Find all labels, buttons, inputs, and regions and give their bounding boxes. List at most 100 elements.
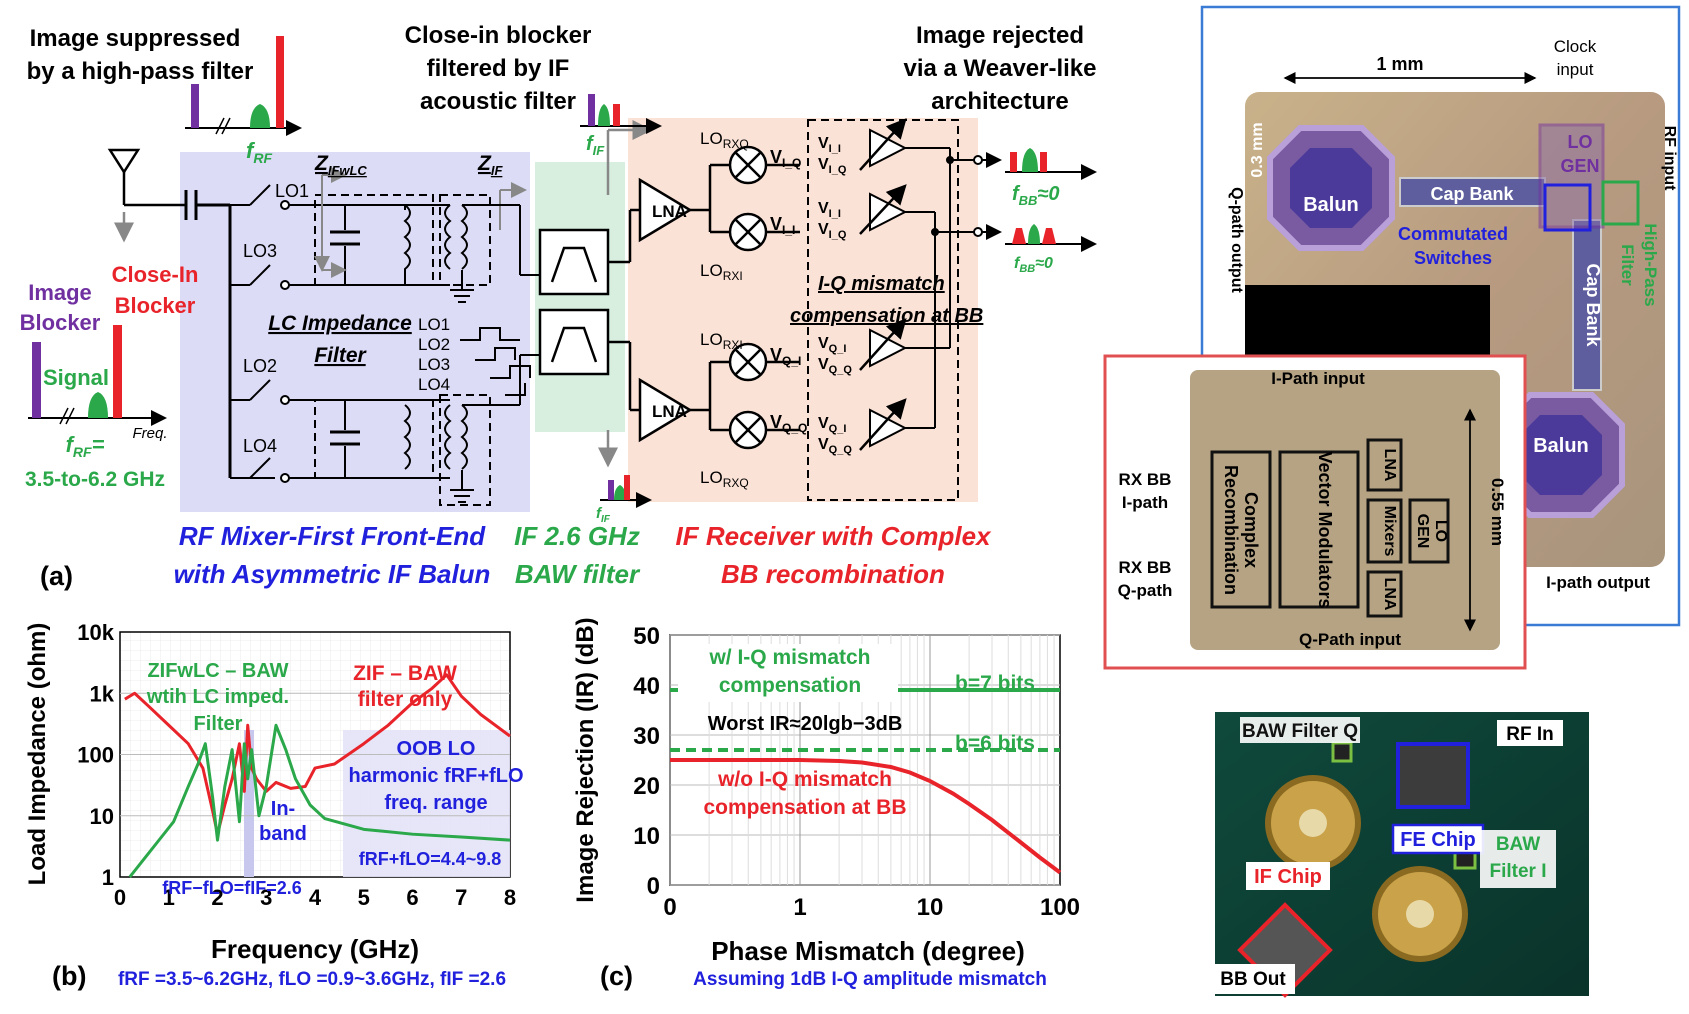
lo-stack-1: LO1 xyxy=(418,315,450,334)
lo4-label: LO4 xyxy=(243,436,277,456)
inband-region xyxy=(244,730,254,877)
z-ifwlc-label: ZIFwLC xyxy=(314,152,367,178)
frf-eq: fRF= xyxy=(66,432,105,460)
chart-c-ytick: 50 xyxy=(633,623,660,650)
balun-top-label: Balun xyxy=(1303,194,1359,216)
frf-range: 3.5-to-6.2 GHz xyxy=(25,468,165,491)
vm-amps xyxy=(859,118,908,451)
v-qi-label: VQ_I xyxy=(770,345,801,368)
chart-b-ytick: 100 xyxy=(77,743,114,768)
zifwlc-curve-label-3: Filter xyxy=(194,713,243,735)
switch-bank xyxy=(230,184,300,483)
lo3-label: LO3 xyxy=(243,241,277,261)
rx-bb-q-1: RX BB xyxy=(1119,558,1172,577)
dim-1mm: 1 mm xyxy=(1376,54,1423,74)
lc-tank-bottom xyxy=(300,399,450,479)
chart-b-ytick: 1 xyxy=(102,865,114,890)
hpf-box xyxy=(1601,180,1640,226)
annot-image-suppressed-2: by a high-pass filter xyxy=(27,58,254,85)
fe-chip-marker xyxy=(1396,742,1470,809)
worst-ir-label: Worst IR≈20lgb−3dB xyxy=(708,713,903,735)
lo-gen-label-1: LO xyxy=(1568,132,1593,152)
panel-b-label: (b) xyxy=(52,961,86,991)
oob-range: fRF+fLO=4.4~9.8 xyxy=(359,849,502,869)
fbb-label-q: fBB≈0 xyxy=(1014,255,1053,275)
lo-rxi-bottom: LORXI xyxy=(700,330,743,352)
without-comp-label-1: w/o I-Q mismatch xyxy=(717,768,892,791)
rf-frontend-region xyxy=(180,152,530,512)
chart-b-ytick: 10k xyxy=(77,620,114,645)
rf-in-label: RF In xyxy=(1506,724,1554,745)
inband-label-1: In- xyxy=(271,798,295,820)
chart-c-ytick: 10 xyxy=(633,823,660,850)
baw-q-label: BAW Filter Q xyxy=(1242,721,1358,742)
with-comp-label-1: w/ I-Q mismatch xyxy=(708,646,870,669)
chart-b-xtick: 3 xyxy=(260,885,272,910)
lo-stack-4: LO4 xyxy=(418,375,450,394)
lc-filter-label-2: Filter xyxy=(314,344,367,367)
lo-gen-box xyxy=(1538,123,1605,229)
i-path-output-label: I-path output xyxy=(1546,573,1650,592)
spectrum-if: fIF xyxy=(580,94,662,158)
annot-image-rejected-1: Image rejected xyxy=(916,22,1084,49)
v-qq-label: VQ_Q xyxy=(770,412,807,435)
with-comp-bg xyxy=(678,644,898,702)
close-in-blocker-label-1: Close-In xyxy=(112,262,199,287)
bb-out-label: BB Out xyxy=(1220,969,1286,990)
iq-comp-label-2: compensation at BB xyxy=(790,305,983,327)
rx-bb-i-1: RX BB xyxy=(1119,470,1172,489)
lna-die-bottom-label: LNA xyxy=(1381,578,1398,611)
baw-region xyxy=(535,162,625,432)
spectrum-hpf: fRF xyxy=(185,36,302,166)
complex-recomb-2: Recombination xyxy=(1221,465,1241,595)
spectrum-input: Image Blocker Close-In Blocker Signal Fr… xyxy=(20,262,199,491)
annot-image-suppressed-1: Image suppressed xyxy=(30,25,241,52)
chart-c-ytick: 0 xyxy=(647,873,660,900)
annot-image-rejected-3: architecture xyxy=(931,88,1068,115)
chart-b-xtick: 5 xyxy=(358,885,370,910)
chart-b-xtick: 2 xyxy=(211,885,223,910)
commutated-label-2: Switches xyxy=(1414,248,1492,268)
balun-bottom-label: Balun xyxy=(1533,435,1589,457)
chart-b-xtick: 1 xyxy=(163,885,175,910)
vm-v-qi-1: VQ_I xyxy=(818,335,846,355)
zifwlc-arrows xyxy=(314,167,527,278)
chart-c-xtick: 0 xyxy=(663,894,676,921)
oob-label-2: harmonic fRF+fLO xyxy=(348,765,523,787)
caption-ifrx-2: BB recombination xyxy=(721,559,945,589)
lo-gen-die-label-2: GEN xyxy=(1414,514,1431,549)
panel-c: 0 10 20 30 40 50 0 1 10 100 Image Rejection (IR) … xyxy=(572,617,1080,991)
lo-stack-3: LO3 xyxy=(418,355,450,374)
rx-bb-q-2: Q-path xyxy=(1118,581,1173,600)
hpf-label-1: High-Pass xyxy=(1641,223,1660,306)
chart-c-ytick: 20 xyxy=(633,773,660,800)
cap-bank-v xyxy=(1572,219,1602,391)
switch-box xyxy=(1543,183,1592,232)
dim-055mm: 0.55 mm xyxy=(1488,478,1507,546)
complex-recomb-box xyxy=(1210,450,1272,609)
lo-rxq-top: LORXQ xyxy=(700,129,749,151)
if-receiver-region xyxy=(628,118,978,502)
spectrum-if-bottom: fIF xyxy=(596,475,652,525)
oob-label-3: freq. range xyxy=(384,792,487,814)
lo1-label: LO1 xyxy=(275,181,309,201)
panel-b-footer: fRF =3.5~6.2GHz, fLO =0.9~3.6GHz, fIF =2… xyxy=(118,969,506,990)
zifwlc-curve-label-2: wtih LC imped. xyxy=(146,686,289,708)
mixers-die-label: Mixers xyxy=(1381,506,1398,557)
commutated-label-1: Commutated xyxy=(1398,224,1508,244)
q-path-input-label: Q-Path input xyxy=(1299,630,1401,649)
vm-v-iq-2: VI_Q xyxy=(818,221,847,241)
b6-label: b=6 bits xyxy=(955,732,1035,755)
balun-transformers xyxy=(439,194,540,506)
vm-v-ii-1: VI_I xyxy=(818,135,841,155)
if-chip-label: IF Chip xyxy=(1254,866,1322,888)
lo-rxq-bottom: LORXQ xyxy=(700,468,749,490)
lna-die-top-label: LNA xyxy=(1381,449,1398,482)
antenna-icon xyxy=(107,148,185,243)
vector-mod-box xyxy=(807,119,959,501)
vm-v-ii-2: VI_I xyxy=(818,200,841,220)
chart-b-xtick: 6 xyxy=(406,885,418,910)
hpf-label-2: Filter xyxy=(1618,244,1637,286)
frf-label: fRF xyxy=(246,138,272,166)
